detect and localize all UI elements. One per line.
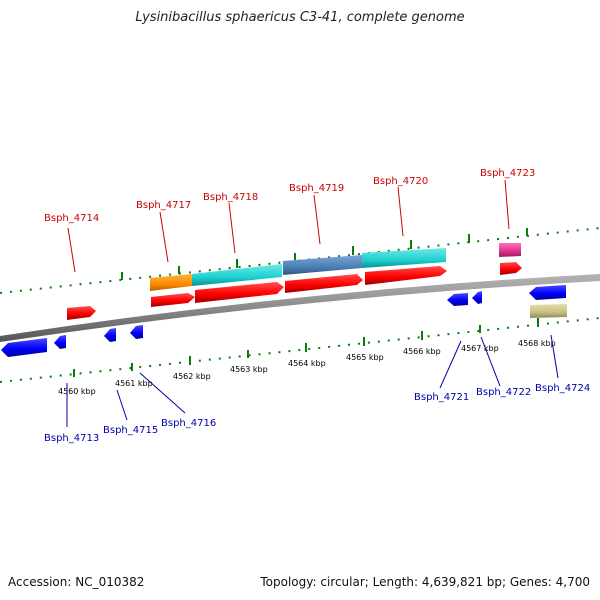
map-title: Lysinibacillus sphaericus C3-41, complet… — [135, 10, 465, 25]
tick-label: 4568 kbp — [518, 339, 556, 348]
gene-label-reverse: Bsph_4716 — [161, 418, 216, 429]
gene-label-forward: Bsph_4717 — [136, 200, 191, 211]
gene-label-reverse: Bsph_4715 — [103, 425, 158, 436]
forward-gene-labels: Bsph_4714 Bsph_4717 Bsph_4718 Bsph_4719 … — [44, 168, 535, 224]
tick-label: 4564 kbp — [288, 359, 326, 368]
gene-label-reverse: Bsph_4713 — [44, 433, 99, 444]
cds-reverse-arrow — [447, 293, 468, 306]
feature-khaki — [530, 304, 567, 318]
cds-forward-arrow — [500, 262, 522, 275]
cds-reverse-arrow — [130, 325, 143, 339]
gene-label-reverse: Bsph_4721 — [414, 392, 469, 403]
tick-label: 4566 kbp — [403, 347, 441, 356]
forward-features — [67, 243, 522, 320]
feature-cyan — [362, 248, 446, 268]
cds-forward-arrow — [151, 293, 195, 307]
cds-reverse-arrow — [529, 285, 566, 300]
cds-reverse-arrow — [54, 335, 66, 349]
feature-cyan — [192, 264, 282, 286]
reverse-features — [1, 285, 567, 357]
gene-label-forward: Bsph_4719 — [289, 183, 344, 194]
genome-backbone — [0, 274, 600, 342]
cds-forward-arrow — [195, 282, 284, 303]
cds-reverse-arrow — [472, 291, 482, 304]
reverse-tick-row — [0, 317, 600, 383]
tick-label: 4561 kbp — [115, 379, 153, 388]
cds-reverse-arrow — [1, 338, 47, 357]
cds-forward-arrow — [67, 306, 96, 320]
feature-orange — [150, 274, 192, 291]
genome-summary-text: Topology: circular; Length: 4,639,821 bp… — [260, 575, 590, 589]
gene-label-reverse: Bsph_4722 — [476, 387, 531, 398]
reverse-leaders — [66, 334, 559, 427]
tick-label: 4560 kbp — [58, 387, 96, 396]
feature-magenta — [499, 243, 521, 257]
tick-label: 4567 kbp — [461, 344, 499, 353]
tick-label: 4565 kbp — [346, 353, 384, 362]
gene-label-forward: Bsph_4723 — [480, 168, 535, 179]
gene-label-reverse: Bsph_4724 — [535, 383, 590, 394]
gene-label-forward: Bsph_4718 — [203, 192, 258, 203]
reverse-gene-labels: Bsph_4713 Bsph_4715 Bsph_4716 Bsph_4721 … — [44, 383, 590, 444]
forward-leaders — [67, 179, 510, 273]
tick-labels: 4560 kbp 4561 kbp 4562 kbp 4563 kbp 4564… — [58, 339, 556, 396]
cds-reverse-arrow — [104, 328, 116, 342]
feature-steel — [283, 255, 362, 275]
gene-label-forward: Bsph_4720 — [373, 176, 428, 187]
gene-label-forward: Bsph_4714 — [44, 213, 99, 224]
cds-forward-arrow — [285, 274, 363, 293]
tick-label: 4563 kbp — [230, 365, 268, 374]
accession-text: Accession: NC_010382 — [8, 575, 145, 589]
cds-forward-arrow — [365, 266, 447, 285]
tick-label: 4562 kbp — [173, 372, 211, 381]
